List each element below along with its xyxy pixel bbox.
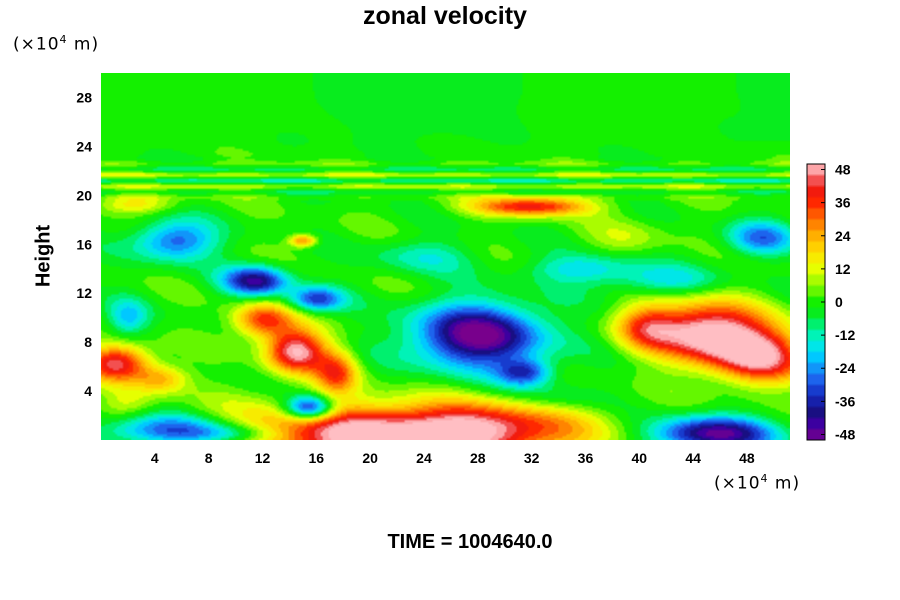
- x-axis-unit: (×104 m): [714, 472, 801, 494]
- x-tick-label: 28: [470, 450, 486, 466]
- colorbar-tick-label: 48: [835, 162, 851, 178]
- colorbar-tick-label: -12: [835, 327, 855, 343]
- y-tick-label: 12: [76, 285, 92, 301]
- x-tick-label: 24: [416, 450, 432, 466]
- x-tick-label: 48: [739, 450, 755, 466]
- x-axis-ticks: 4 8 12 16 20 24 28 32 36 40 44 48: [151, 450, 755, 466]
- colorbar-tick-label: 0: [835, 294, 843, 310]
- colorbar-gradient: [807, 164, 825, 440]
- x-tick-label: 32: [524, 450, 540, 466]
- colorbar-tick-label: -36: [835, 393, 855, 409]
- time-label: TIME = 1004640.0: [387, 531, 553, 553]
- x-tick-label: 40: [631, 450, 647, 466]
- x-tick-label: 16: [309, 450, 325, 466]
- y-tick-label: 4: [84, 383, 92, 399]
- y-tick-label: 20: [76, 187, 92, 203]
- y-axis-unit: (×104 m): [13, 33, 100, 55]
- y-tick-label: 24: [76, 138, 92, 154]
- y-tick-label: 8: [84, 334, 92, 350]
- y-tick-label: 16: [76, 236, 92, 252]
- chart-title: zonal velocity: [363, 2, 527, 30]
- x-tick-label: 36: [578, 450, 594, 466]
- x-tick-label: 12: [255, 450, 271, 466]
- x-tick-label: 20: [362, 450, 378, 466]
- colorbar-tick-label: 24: [835, 228, 851, 244]
- colorbar-ticks: 48 36 24 12 0 -12 -24 -36 -48: [821, 162, 855, 442]
- colorbar-tick-label: -24: [835, 360, 855, 376]
- colorbar-tick-label: 36: [835, 195, 851, 211]
- x-tick-label: 44: [685, 450, 701, 466]
- x-tick-label: 8: [205, 450, 213, 466]
- colorbar-tick-label: -48: [835, 426, 855, 442]
- x-tick-label: 4: [151, 450, 159, 466]
- y-axis-ticks: 4 8 12 16 20 24 28: [76, 89, 92, 399]
- heatmap-field: [101, 73, 790, 440]
- colorbar-tick-label: 12: [835, 261, 851, 277]
- y-tick-label: 28: [76, 89, 92, 105]
